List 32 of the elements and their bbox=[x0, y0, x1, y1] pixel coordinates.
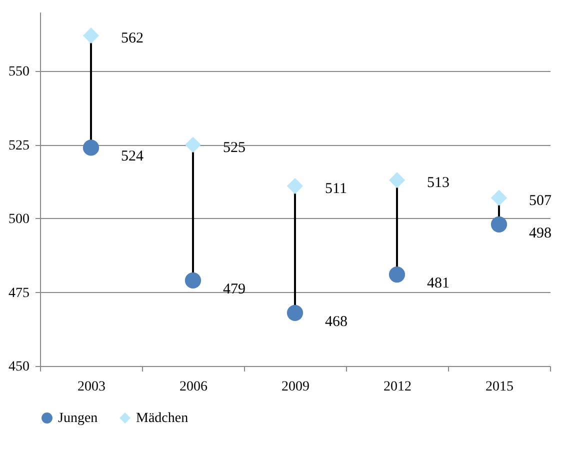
data-label: 507 bbox=[529, 192, 552, 209]
x-tick-label: 2012 bbox=[384, 380, 412, 394]
x-tick-label: 2009 bbox=[282, 380, 310, 394]
point bbox=[490, 190, 508, 206]
data-label: 562 bbox=[121, 30, 144, 47]
point bbox=[184, 272, 202, 288]
point bbox=[388, 266, 406, 283]
point bbox=[82, 28, 100, 44]
data-label: 525 bbox=[223, 140, 246, 156]
x-tick-label: 2003 bbox=[78, 380, 106, 394]
y-tick-label: 550 bbox=[8, 64, 30, 80]
y-tick-label: 450 bbox=[8, 360, 30, 374]
point bbox=[286, 178, 304, 194]
data-label: 498 bbox=[529, 225, 552, 242]
y-tick-label: 525 bbox=[8, 138, 30, 154]
data-label: 511 bbox=[325, 181, 347, 198]
x-tick-label: 2006 bbox=[180, 380, 208, 394]
legend-label: Jungen bbox=[58, 411, 98, 426]
y-tick-label: 475 bbox=[8, 286, 30, 301]
x-tick-label: 2015 bbox=[486, 380, 514, 394]
data-label: 468 bbox=[325, 314, 348, 330]
point bbox=[388, 172, 406, 188]
point bbox=[184, 136, 202, 153]
data-label: 479 bbox=[223, 281, 246, 298]
y-tick-label: 500 bbox=[8, 212, 30, 227]
data-label: 513 bbox=[427, 175, 450, 192]
point bbox=[490, 216, 508, 232]
legend-label: Mädchen bbox=[136, 411, 188, 426]
data-label: 524 bbox=[121, 148, 144, 165]
point bbox=[82, 140, 100, 156]
point bbox=[286, 304, 304, 321]
data-label: 481 bbox=[427, 276, 450, 292]
